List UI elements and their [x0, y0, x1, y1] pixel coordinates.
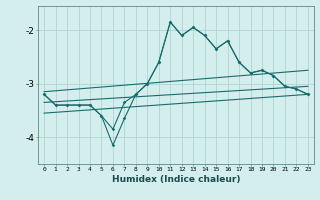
X-axis label: Humidex (Indice chaleur): Humidex (Indice chaleur): [112, 175, 240, 184]
